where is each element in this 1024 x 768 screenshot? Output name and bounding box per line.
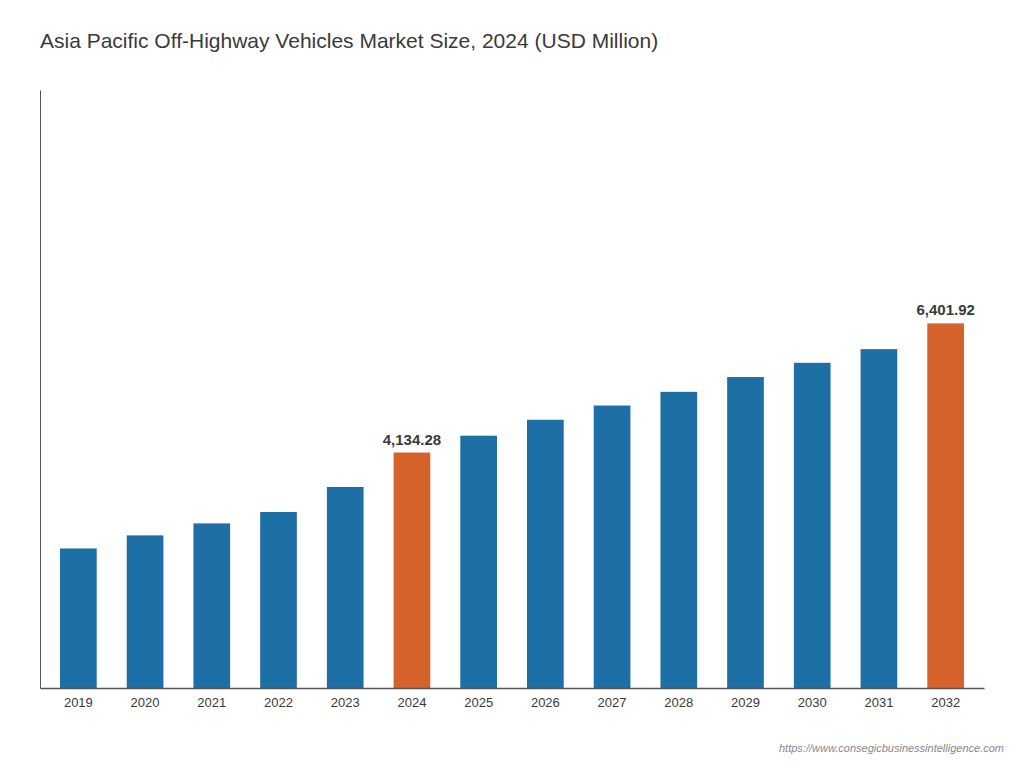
x-tick-label: 2019: [64, 695, 93, 710]
x-tick: 2024: [397, 688, 426, 710]
bar: [727, 377, 764, 688]
x-axis-line: [41, 688, 985, 690]
x-tick: 2032: [931, 688, 960, 710]
x-tick: 2023: [331, 688, 360, 710]
bar: [60, 548, 97, 688]
bar: [394, 453, 431, 688]
plot-area: 2019 2020 2021 2022 2023 2024 2025 2026 2027 2028…: [41, 91, 985, 711]
bars: [60, 323, 964, 688]
x-tick: 2019: [64, 688, 93, 710]
bar: [527, 420, 564, 688]
bar: [927, 323, 964, 688]
x-tick-label: 2026: [531, 695, 560, 710]
y-axis: [40, 91, 41, 689]
chart-container: 2019 2020 2021 2022 2023 2024 2025 2026 2027 2028…: [0, 0, 1024, 768]
bar: [660, 392, 697, 688]
x-tick: 2021: [197, 688, 226, 710]
bar: [260, 512, 297, 688]
x-tick-label: 2030: [798, 695, 827, 710]
bar: [127, 535, 164, 688]
bar: [594, 406, 631, 688]
x-tick: 2026: [531, 688, 560, 710]
bar: [794, 363, 831, 688]
x-tick-label: 2025: [464, 695, 493, 710]
x-tick-label: 2022: [264, 695, 293, 710]
data-label: 6,401.92: [916, 301, 974, 318]
x-tick-label: 2032: [931, 695, 960, 710]
data-label: 4,134.28: [383, 431, 441, 448]
data-labels: 4,134.28 6,401.92: [383, 301, 975, 447]
annotation: https://www.consegicbusinessintelligence…: [779, 742, 1004, 754]
bar: [460, 436, 497, 688]
x-tick-label: 2020: [131, 695, 160, 710]
x-tick: 2029: [731, 688, 760, 710]
x-tick: 2030: [798, 688, 827, 710]
x-tick-label: 2027: [598, 695, 627, 710]
bar: [861, 349, 898, 688]
x-tick-label: 2028: [664, 695, 693, 710]
x-tick: 2028: [664, 688, 693, 710]
title: Asia Pacific Off-Highway Vehicles Market…: [40, 29, 658, 52]
bar: [327, 487, 364, 688]
x-tick-label: 2021: [197, 695, 226, 710]
x-axis: 2019 2020 2021 2022 2023 2024 2025 2026 2027 2028…: [41, 688, 985, 710]
chart-svg: 2019 2020 2021 2022 2023 2024 2025 2026 2027 2028…: [0, 0, 1024, 768]
bar: [193, 523, 230, 688]
x-tick: 2025: [464, 688, 493, 710]
x-tick: 2022: [264, 688, 293, 710]
y-axis-line: [40, 91, 41, 689]
x-tick: 2031: [864, 688, 893, 710]
x-tick: 2027: [598, 688, 627, 710]
x-tick: 2020: [131, 688, 160, 710]
x-tick-label: 2029: [731, 695, 760, 710]
x-tick-label: 2023: [331, 695, 360, 710]
x-tick-label: 2031: [864, 695, 893, 710]
x-tick-label: 2024: [397, 695, 426, 710]
